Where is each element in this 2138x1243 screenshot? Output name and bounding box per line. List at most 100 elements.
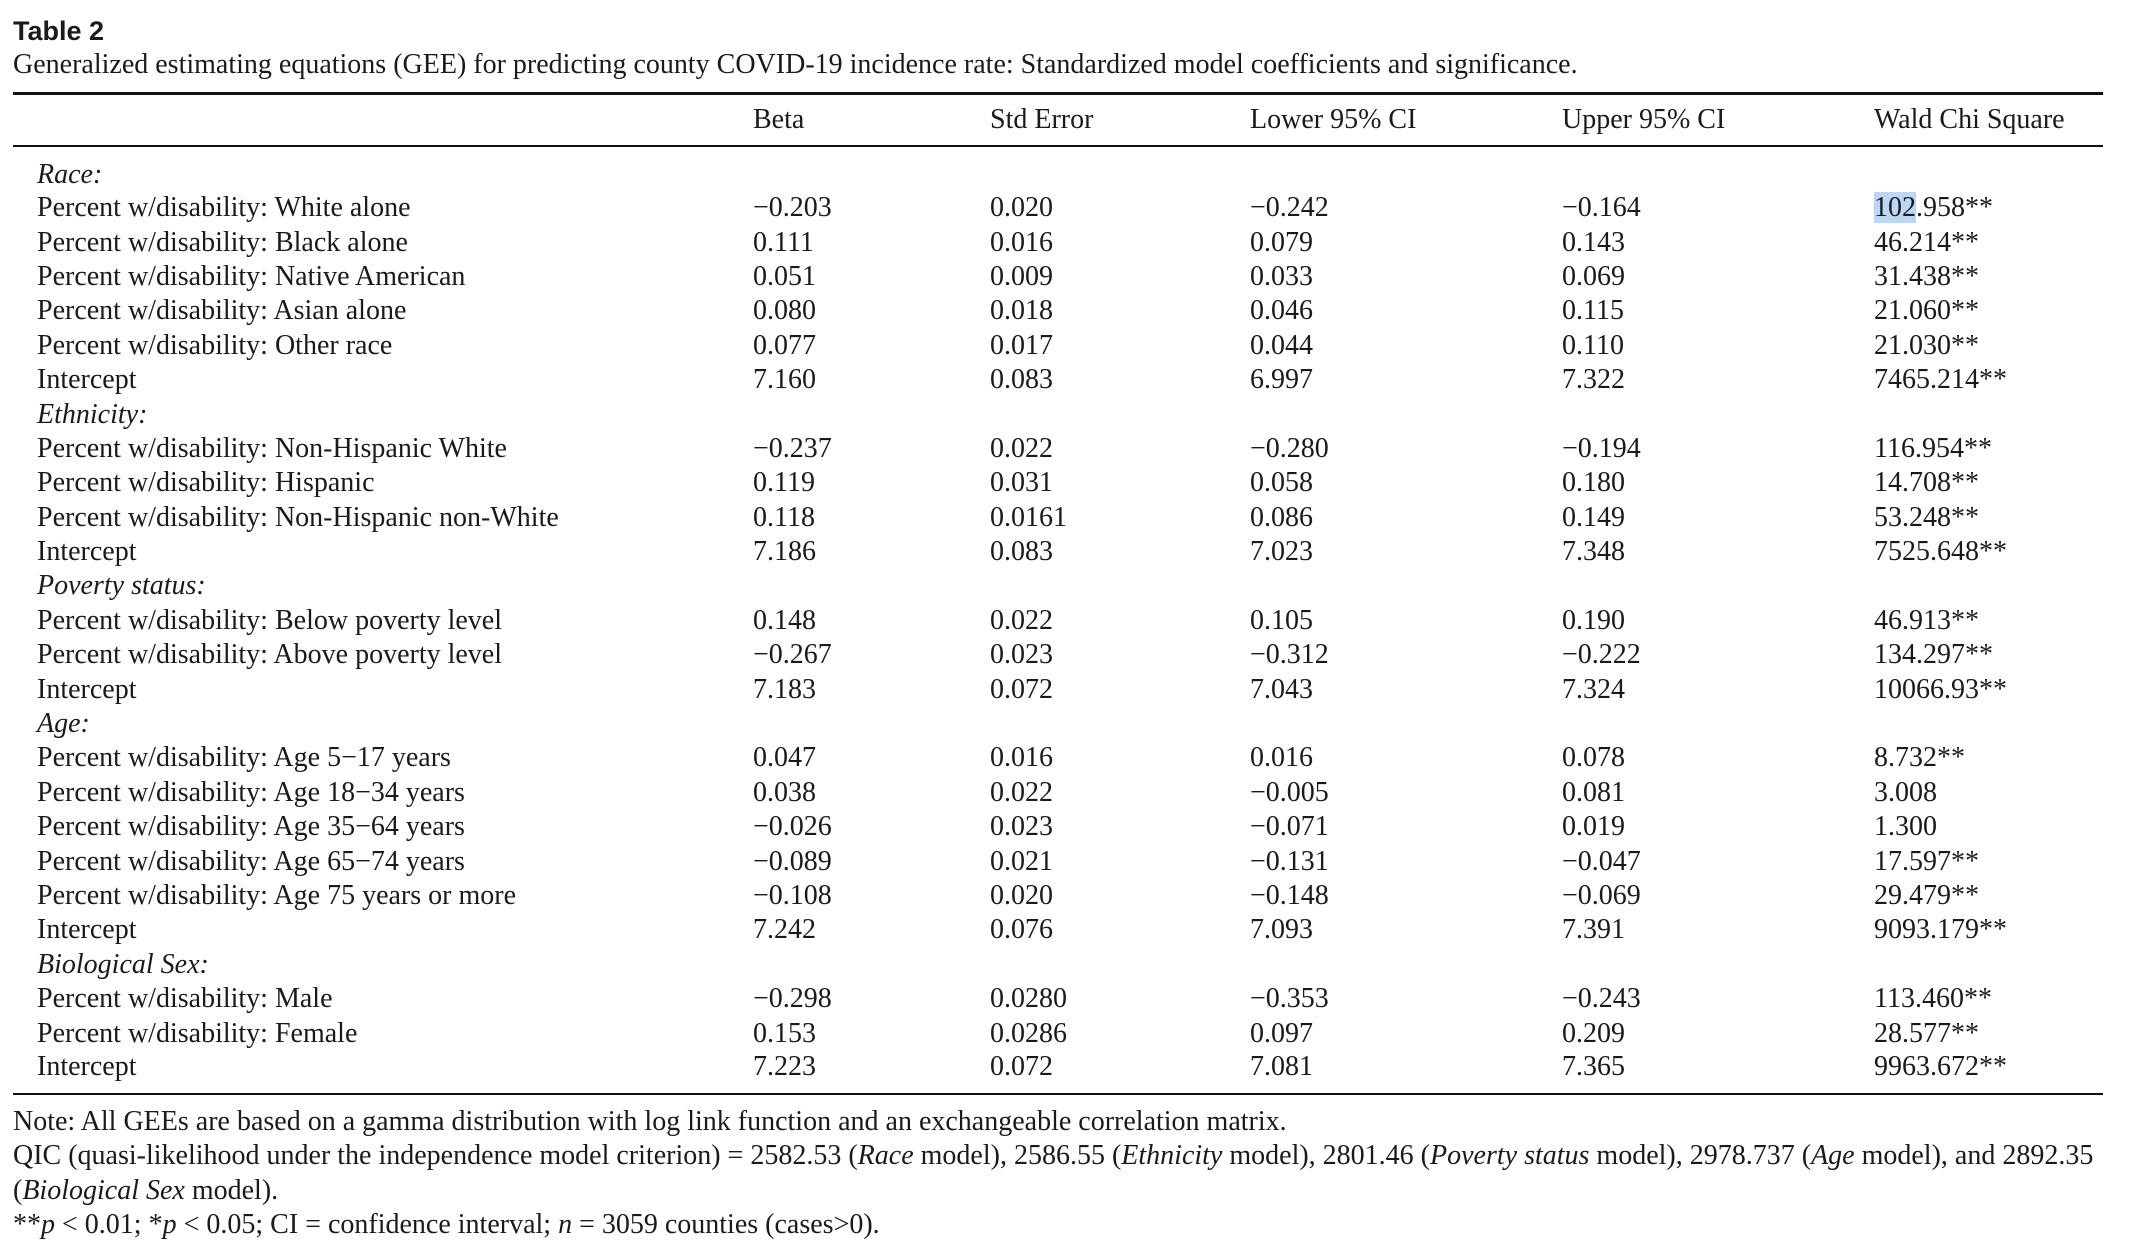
table-cell: −0.164 xyxy=(1562,192,1641,224)
table-cell: 7.186 xyxy=(753,536,816,568)
table-cell: 0.058 xyxy=(1250,467,1313,499)
table-cell: 7.391 xyxy=(1562,914,1625,946)
table-cell: 0.069 xyxy=(1562,260,1625,292)
table-cell: 0.118 xyxy=(753,501,815,533)
table-cell: 116.954** xyxy=(1874,432,1992,464)
table-row: Percent w/disability: Non-Hispanic non-W… xyxy=(13,501,2103,535)
table-row: Percent w/disability: Age 5−17 years 0.04… xyxy=(13,741,2103,775)
table-row: Percent w/disability: Hispanic 0.119 0.031… xyxy=(13,466,2103,500)
table-cell: 0.033 xyxy=(1250,260,1313,292)
table-notes: Note: All GEEs are based on a gamma dist… xyxy=(13,1105,2103,1243)
note-text: < 0.01; * xyxy=(55,1209,163,1241)
table-cell: 9963.672** xyxy=(1874,1050,2007,1082)
table-cell: 3.008 xyxy=(1874,776,1937,808)
table-cell: −0.069 xyxy=(1562,880,1641,911)
note-text: model). xyxy=(184,1174,279,1206)
table-cell: −0.131 xyxy=(1250,845,1329,877)
table-cell: 9093.179** xyxy=(1874,914,2007,946)
table-cell: 0.081 xyxy=(1562,776,1625,808)
row-label: Percent w/disability: Other race xyxy=(37,329,393,361)
table-cell: 0.018 xyxy=(990,295,1053,327)
table-label: Table 2 xyxy=(13,16,105,46)
row-label: Percent w/disability: Age 75 years or mo… xyxy=(37,880,516,911)
section-title: Age: xyxy=(37,708,90,740)
section-header-row: Race: xyxy=(13,146,2103,191)
table-cell: 0.031 xyxy=(990,467,1053,499)
row-label: Intercept xyxy=(37,1050,137,1082)
table-cell: 0.022 xyxy=(990,604,1053,636)
table-cell: −0.047 xyxy=(1562,845,1641,877)
table-row: Percent w/disability: Black alone 0.111 0.… xyxy=(13,225,2103,259)
table-cell: 0.047 xyxy=(753,742,816,774)
note-distribution: Note: All GEEs are based on a gamma dist… xyxy=(13,1105,1287,1137)
row-label: Percent w/disability: Non-Hispanic non-W… xyxy=(37,501,559,533)
note-qic: QIC (quasi-likelihood under the independ… xyxy=(13,1139,2103,1208)
table-cell: 0.080 xyxy=(753,295,816,327)
table-cell: 113.460** xyxy=(1874,983,1992,1015)
table-cell: 0.143 xyxy=(1562,226,1625,258)
table-cell: −0.203 xyxy=(753,192,832,224)
table-cell: 0.078 xyxy=(1562,742,1625,774)
note-text: < 0.05; CI = confidence interval; xyxy=(176,1209,559,1241)
table-cell: −0.312 xyxy=(1250,639,1329,671)
table-cell: 0.016 xyxy=(990,742,1053,774)
table-cell: 102.958** xyxy=(1874,192,1993,224)
table-cell: 0.044 xyxy=(1250,329,1313,361)
note-variable: p xyxy=(41,1209,55,1241)
column-header xyxy=(13,94,753,147)
row-label: Percent w/disability: Age 65−74 years xyxy=(37,845,465,877)
table-cell: −0.108 xyxy=(753,880,832,911)
table-cell: 8.732** xyxy=(1874,742,1965,774)
table-row: Percent w/disability: Male −0.298 0.0280 −0… xyxy=(13,982,2103,1016)
header-row: Beta Std Error Lower 95% CI Upper 95% CI… xyxy=(13,93,2103,147)
note-model-name: Race xyxy=(857,1140,914,1172)
table-cell: 17.597** xyxy=(1874,845,1979,877)
table-cell: 7525.648** xyxy=(1874,536,2007,568)
table-cell: 7.242 xyxy=(753,914,816,946)
table-cell: 0.105 xyxy=(1250,604,1313,636)
row-label: Intercept xyxy=(37,914,137,946)
table-cell: 0.148 xyxy=(753,604,816,636)
row-label: Percent w/disability: Age 18−34 years xyxy=(37,776,465,808)
table-cell: 7.324 xyxy=(1562,673,1625,705)
table-cell: 0.038 xyxy=(753,776,816,808)
table-row: Intercept 7.183 0.072 7.043 7.324 10066.93** xyxy=(13,672,2103,706)
table-row: Percent w/disability: Below poverty leve… xyxy=(13,604,2103,638)
table-cell: 0.072 xyxy=(990,1050,1053,1082)
table-caption: Generalized estimating equations (GEE) f… xyxy=(13,49,1578,80)
table-row: Percent w/disability: Age 18−34 years 0.0… xyxy=(13,776,2103,810)
table-cell: 29.479** xyxy=(1874,880,1979,911)
table-cell: 10066.93** xyxy=(1874,673,2007,705)
note-text: = 3059 counties (cases>0). xyxy=(572,1209,880,1241)
table-cell: −0.298 xyxy=(753,983,832,1015)
table-cell: 0.115 xyxy=(1562,295,1624,327)
row-label: Percent w/disability: Black alone xyxy=(37,226,408,258)
row-label: Percent w/disability: Above poverty leve… xyxy=(37,639,503,671)
table-cell: 0.046 xyxy=(1250,295,1313,327)
row-label: Intercept xyxy=(37,536,137,568)
table-cell: 7.023 xyxy=(1250,536,1313,568)
table-cell: 7.322 xyxy=(1562,364,1625,396)
table-cell: 7.223 xyxy=(753,1050,816,1082)
table-cell: −0.267 xyxy=(753,639,832,671)
table-cell: −0.194 xyxy=(1562,432,1641,464)
column-header: Upper 95% CI xyxy=(1562,104,1726,135)
table-cell: 7.093 xyxy=(1250,914,1313,946)
table-cell: 7465.214** xyxy=(1874,364,2007,396)
table-cell: 0.020 xyxy=(990,880,1053,911)
table-cell: 0.016 xyxy=(990,226,1053,258)
table-cell: 7.160 xyxy=(753,364,816,396)
table-cell: 0.0161 xyxy=(990,501,1067,533)
section-header-row: Biological Sex: xyxy=(13,948,2103,982)
table-cell: −0.353 xyxy=(1250,983,1329,1015)
table-cell: 28.577** xyxy=(1874,1017,1979,1049)
table-cell: 0.019 xyxy=(1562,811,1625,843)
section-header-row: Age: xyxy=(13,707,2103,741)
table-row: Percent w/disability: Age 65−74 years −0.… xyxy=(13,844,2103,878)
table-cell: 0.017 xyxy=(990,329,1053,361)
note-text: model), 2586.55 ( xyxy=(913,1140,1122,1172)
section-title: Race: xyxy=(37,159,103,190)
note-model-name: Ethnicity xyxy=(1121,1140,1223,1172)
table-cell: 0.077 xyxy=(753,329,816,361)
table-cell: 0.119 xyxy=(753,467,815,499)
